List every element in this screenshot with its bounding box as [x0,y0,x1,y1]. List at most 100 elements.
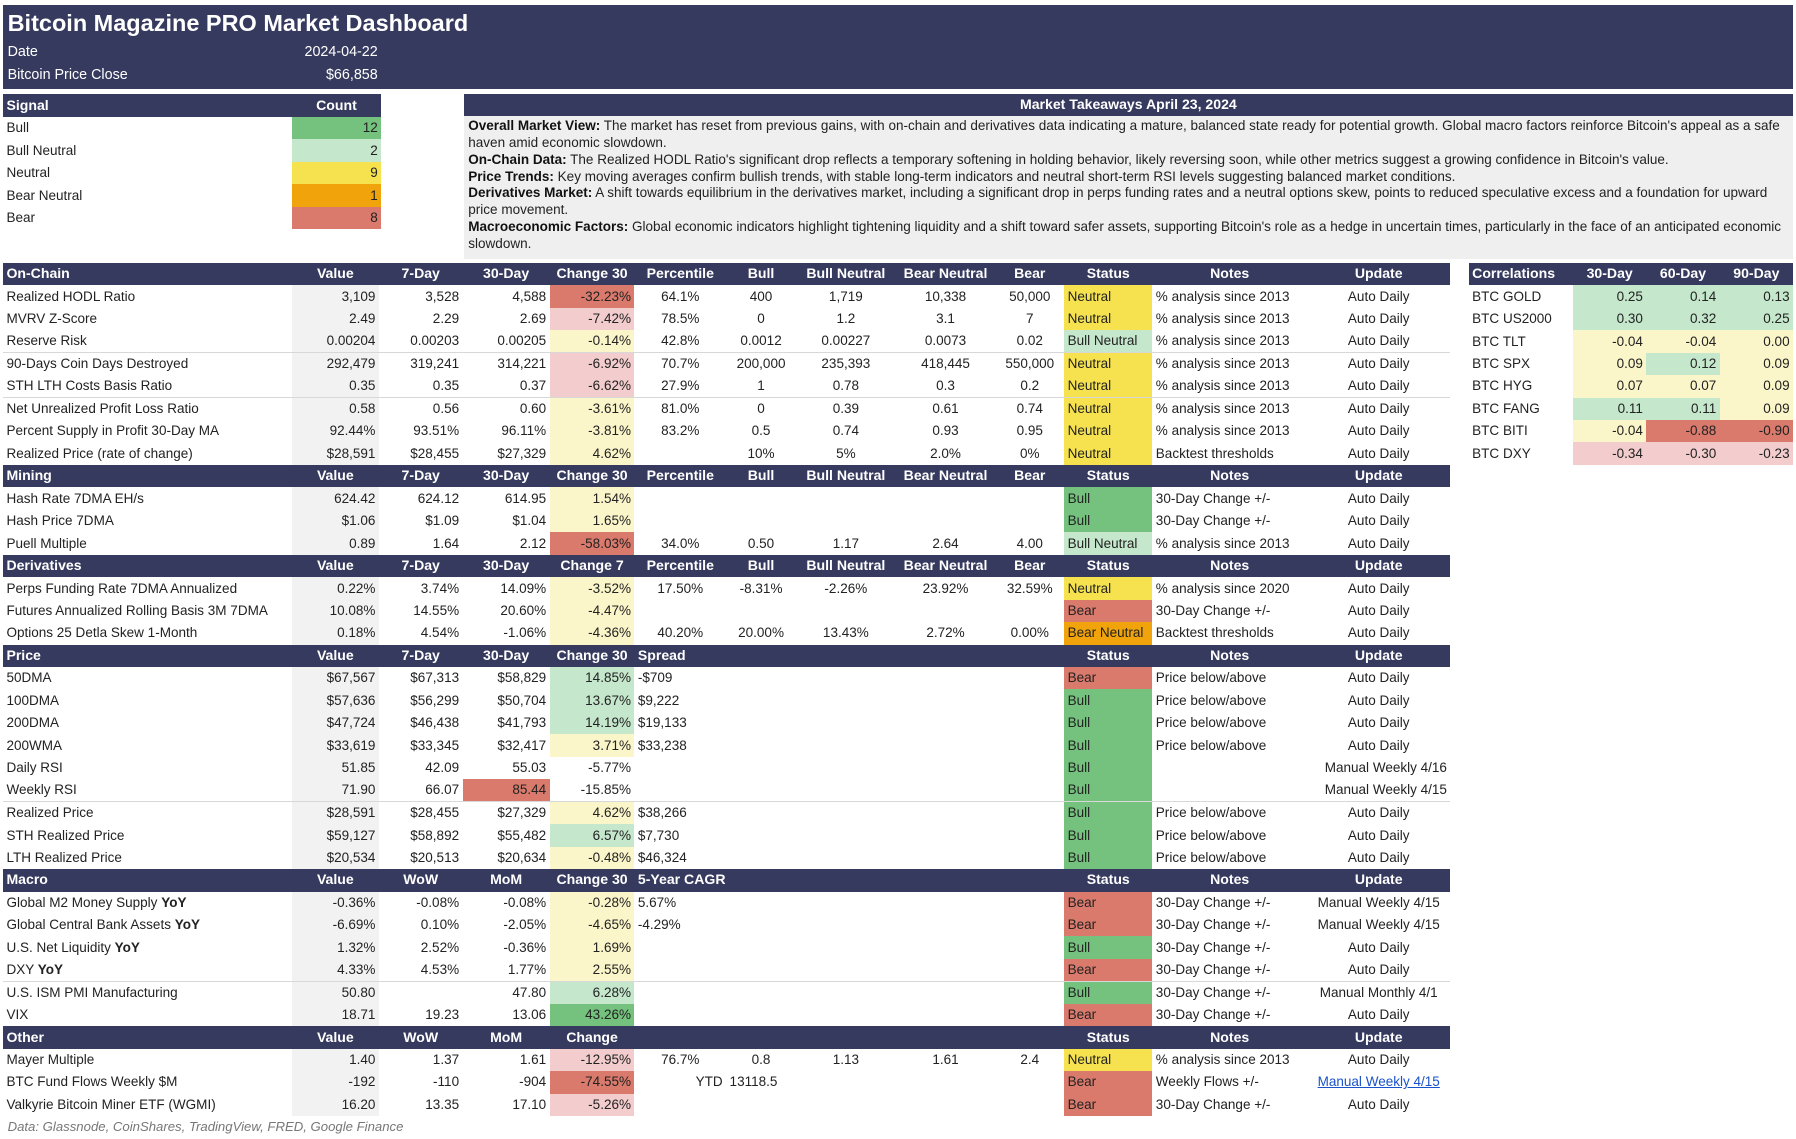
metric-bear-threshold [995,1071,1064,1093]
metric-name-text: U.S. ISM PMI Manufacturing [6,984,178,1000]
section-header-cell [796,644,896,667]
metric-bear-neutral-threshold [896,689,996,711]
section-header-cell: Status [1064,464,1153,488]
metric-bear-neutral-threshold [896,712,996,734]
metric-value: 4.33% [291,958,379,982]
metric-7day: $1.09 [425,513,460,529]
metric-bear-threshold [995,847,1064,869]
metric-bear-neutral-threshold: 23.92% [922,580,969,596]
update-text: Auto Daily [1347,513,1410,529]
metric-bull-threshold: 0 [726,397,796,421]
metric-notes: 30-Day Change +/- [1155,1007,1271,1023]
metric-name: Hash Price 7DMA [3,510,292,532]
takeaway-paragraph: On-Chain Data: The Realized HODL Ratio's… [468,152,1788,169]
update-text: Auto Daily [1347,602,1410,618]
metric-bull-neutral-threshold [796,980,896,1004]
metric-value: 71.90 [291,779,379,802]
metric-value: 0.18% [291,622,379,645]
metric-row: 200WMA $33,619 $33,345 $32,417 3.71% $33,238 B… [3,734,1450,757]
section-header-cell: Bull Neutral [796,464,896,488]
metric-percentile [634,510,726,532]
metric-7day: 1.64 [432,535,460,551]
metric-update: Auto Daily [1307,689,1450,711]
metric-7day: 4.54% [420,625,460,641]
metric-name: Daily RSI [3,757,292,779]
correlation-pair: BTC HYG [1472,378,1533,394]
update-text: Manual Weekly 4/15 [1317,917,1440,933]
metric-percentile: 76.7% [661,1052,700,1068]
metric-change: 13.67% [549,689,635,712]
metric-change: 14.19% [549,711,635,735]
metric-row: Hash Price 7DMA $1.06 $1.09 $1.04 1.65% Bull 3… [3,509,1450,533]
metric-percentile: YTD [695,1074,723,1090]
status-badge: Bear [1064,1003,1153,1027]
takeaway-heading: Derivatives Market: [468,185,593,201]
section-header-cell: On-Chain [3,262,292,286]
status-badge: Neutral [1064,285,1153,308]
update-text: Manual Monthly 4/1 [1319,984,1438,1000]
update-text: Auto Daily [1347,827,1410,843]
update-text: Auto Daily [1347,378,1410,394]
metric-bear-threshold [995,712,1064,734]
section-header-cell: Status [1064,644,1153,667]
metric-name: Percent Supply in Profit 30-Day MA [3,420,292,442]
metric-bear-threshold: 0.02 [1016,333,1043,349]
signal-count: 1 [291,184,382,207]
section-header-cell: Price [3,644,292,667]
metric-row: Reserve Risk 0.00204 0.00203 0.00205 -0.14% 4… [3,330,1450,353]
metric-value: -0.36% [291,891,379,914]
metric-bull-neutral-threshold [796,667,896,689]
correlation-pair: BTC TLT [1472,333,1526,349]
status-badge: Bull [1064,756,1153,780]
section-header-cell: Bear [995,554,1065,578]
correlation-row: BTC GOLD 0.25 0.14 0.13 [1469,285,1794,308]
metric-30day: 0.00205 [497,333,547,349]
metric-row: 50DMA $67,567 $67,313 $58,829 14.85% -$709 Bea… [3,667,1450,690]
metric-bear-threshold [995,779,1064,801]
metric-percentile: 42.8% [661,333,700,349]
metric-name: 200WMA [3,734,292,756]
metric-30day: $1.04 [512,513,547,529]
metric-name-text: LTH Realized Price [6,849,122,865]
metric-bear-neutral-threshold [896,600,996,622]
metric-value: $1.06 [291,509,379,533]
section-header-cell: 5-Year CAGR [634,869,727,892]
metric-update: Auto Daily [1307,532,1450,554]
metric-bull-neutral-threshold: 235,393 [796,352,896,376]
metric-row: Realized HODL Ratio 3,109 3,528 4,588 -32.23… [3,285,1450,308]
metric-value: 50.80 [291,980,379,1004]
metric-change: -5.77% [588,760,631,776]
metric-change: -0.48% [549,846,635,870]
metric-7day: 319,241 [378,352,463,376]
metric-name-text: Realized HODL Ratio [6,288,136,304]
metric-7day: 93.51% [413,423,460,439]
metric-percentile: 81.0% [634,397,727,421]
correlation-pair: BTC US2000 [1472,311,1552,327]
metric-change: 6.57% [549,824,635,847]
update-link[interactable]: Manual Weekly 4/15 [1317,1074,1440,1090]
metric-notes: % analysis since 2013 [1155,333,1290,349]
metric-bear-threshold: 0.95 [1016,423,1043,439]
metric-value: 1.40 [291,1048,379,1072]
metric-notes: Price below/above [1155,670,1267,686]
correlation-value: 0.00 [1719,330,1794,353]
metric-row: Valkyrie Bitcoin Miner ETF (WGMI) 16.20 13… [3,1093,1450,1117]
metric-bull-neutral-threshold [796,487,896,509]
metric-bull-threshold [726,510,796,532]
metric-change: -3.52% [549,577,635,600]
metric-bull-neutral-threshold [796,712,896,734]
section-header-cell: Update [1307,869,1451,892]
section-header-cell: Bull [726,464,796,488]
metric-bull-threshold: 0.8 [751,1052,771,1068]
metric-notes: Backtest thresholds [1155,625,1274,641]
correlation-row: BTC TLT -0.04 -0.04 0.00 [1469,330,1794,353]
metric-notes: 30-Day Change +/- [1152,980,1308,1004]
metric-bear-neutral-threshold: 2.0% [930,445,961,461]
metric-name: Realized Price (rate of change) [3,442,292,464]
status-badge: Neutral [1064,1048,1153,1072]
metric-name-text: Global M2 Money Supply [6,894,162,910]
correlation-value: -0.04 [1573,420,1647,443]
correlation-value: -0.04 [1573,330,1647,353]
metric-name: LTH Realized Price [3,847,292,869]
metric-bull-neutral-threshold: -2.26% [824,580,868,596]
